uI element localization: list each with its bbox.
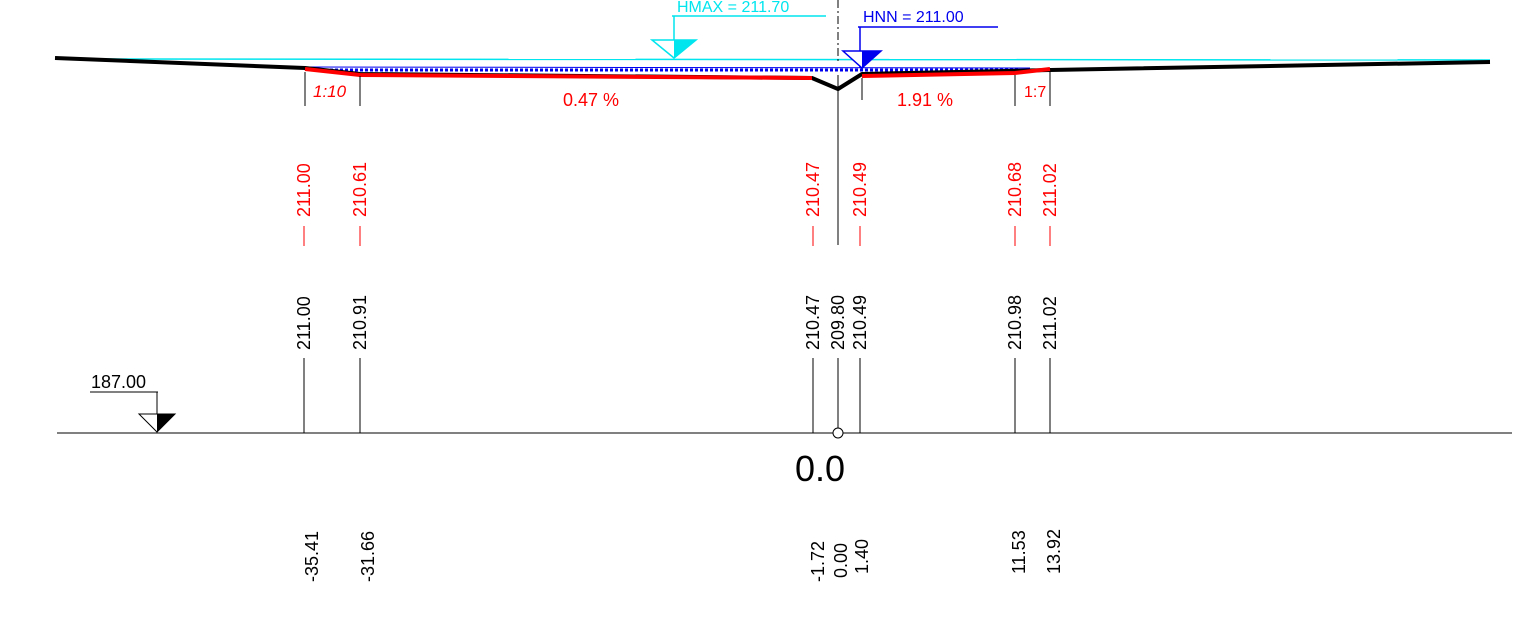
offset-label: 13.92 xyxy=(1044,529,1064,574)
axis-station-marker xyxy=(832,427,844,439)
center-station-label: 0.0 xyxy=(795,448,845,489)
hnn-marker-fill xyxy=(862,51,881,68)
slope-right-label: 1:7 xyxy=(1024,84,1046,101)
offset-label: 11.53 xyxy=(1009,530,1029,574)
offset-label: -1.72 xyxy=(808,541,828,582)
datum-marker-fill xyxy=(157,414,175,432)
red-elevation-label: 210.68 xyxy=(1005,162,1025,217)
hmax-label: HMAX = 211.70 xyxy=(677,0,789,16)
red-elevation-label: 211.00 xyxy=(294,163,314,217)
red-elevation-label: 210.49 xyxy=(850,162,870,217)
black-elevation-label: 209.80 xyxy=(828,295,848,350)
slope-left-label: 1:10 xyxy=(313,82,347,101)
offset-label: -31.66 xyxy=(358,531,378,582)
black-elevation-label: 210.91 xyxy=(350,295,370,350)
hnn-water-line xyxy=(304,66,1031,69)
red-elevation-label: 211.02 xyxy=(1040,163,1060,217)
black-elevation-label: 211.00 xyxy=(294,296,314,350)
red-elevation-label: 210.47 xyxy=(803,162,823,217)
offset-label: -35.41 xyxy=(302,531,322,582)
red-elevation-label: 210.61 xyxy=(350,162,370,217)
offset-label: 1.40 xyxy=(852,539,872,574)
grade-left-label: 0.47 % xyxy=(563,90,619,110)
hmax-marker-fill xyxy=(674,40,696,58)
design-profile-line xyxy=(304,67,813,80)
datum-label: 187.00 xyxy=(91,372,146,392)
black-elevation-label: 210.49 xyxy=(850,295,870,350)
station-lines xyxy=(303,358,1051,433)
hmax-water-line xyxy=(59,58,1491,61)
red-elevation-ticks xyxy=(303,226,1051,246)
existing-terrain-line xyxy=(54,56,1491,91)
design-profile-line-right xyxy=(861,67,1051,78)
black-elevation-label: 211.02 xyxy=(1040,296,1060,350)
black-elevation-label: 210.47 xyxy=(803,295,823,350)
hnn-label: HNN = 211.00 xyxy=(863,9,964,26)
grade-right-label: 1.91 % xyxy=(897,90,953,110)
offset-label: 0.00 xyxy=(831,543,851,578)
black-elevation-label: 210.98 xyxy=(1005,295,1025,350)
